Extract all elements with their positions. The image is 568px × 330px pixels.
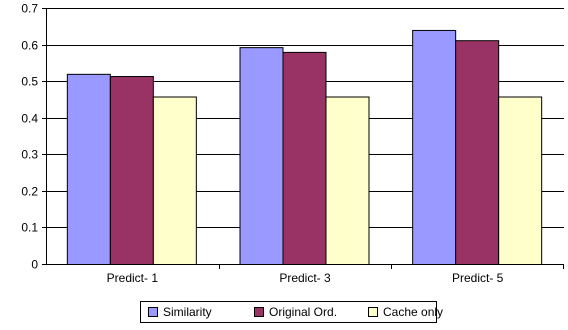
y-tick-label: 0.1 [21, 221, 38, 235]
y-tick-label: 0.3 [21, 148, 38, 162]
y-tick-label: 0 [31, 258, 38, 272]
legend-label: Similarity [163, 305, 212, 319]
y-tick-label: 0.5 [21, 75, 38, 89]
bar-cache-only-2 [325, 96, 370, 265]
y-tick-label: 0.4 [21, 112, 38, 126]
axes [42, 8, 564, 269]
legend-label: Original Ord. [269, 305, 337, 319]
legend-swatch [254, 307, 264, 317]
bar-similarity-3 [412, 29, 457, 266]
bar-cache-only-1 [152, 96, 197, 265]
legend-box [140, 301, 437, 323]
x-tick-label: Predict- 3 [279, 271, 331, 285]
bar-similarity-1 [66, 73, 111, 266]
y-tick-label: 0.2 [21, 185, 38, 199]
bar-similarity-2 [239, 47, 284, 266]
y-tick-label: 0.7 [21, 2, 38, 16]
y-tick-label: 0.6 [21, 39, 38, 53]
x-tick-label: Predict- 5 [452, 271, 504, 285]
y-tick-labels: 0 0.1 0.2 0.3 0.4 0.5 0.6 0.7 [21, 2, 38, 272]
legend-label: Cache only [383, 305, 443, 319]
bar-original-ord-2 [282, 51, 327, 266]
legend-swatch [148, 307, 158, 317]
x-tick-label: Predict- 1 [107, 271, 159, 285]
legend-swatch [368, 307, 378, 317]
bar-cache-only-3 [498, 96, 543, 265]
x-tick-labels: Predict- 1 Predict- 3 Predict- 5 [107, 271, 504, 285]
legend: Similarity Original Ord. Cache only [140, 301, 443, 323]
bars [66, 29, 543, 266]
bar-original-ord-3 [455, 40, 500, 265]
bar-original-ord-1 [109, 76, 154, 265]
